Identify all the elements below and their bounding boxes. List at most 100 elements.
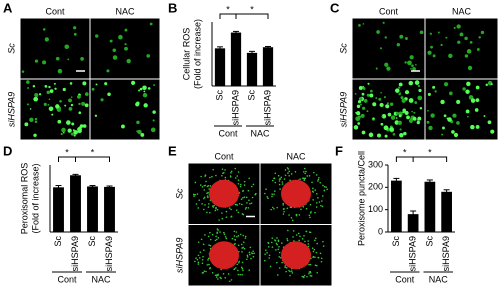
cell-signal (419, 30, 424, 35)
cell-signal (80, 57, 84, 61)
cell-signal (67, 128, 72, 133)
cell-signal (124, 43, 127, 46)
cell-signal (404, 110, 409, 116)
puncta (271, 195, 273, 198)
cell-signal (400, 96, 404, 100)
group-label: NAC (91, 274, 111, 284)
puncta (230, 279, 233, 281)
cell-signal (427, 92, 431, 96)
puncta (206, 192, 208, 195)
puncta (316, 202, 318, 204)
cell-signal (143, 90, 146, 93)
puncta (235, 209, 238, 211)
cell-signal (409, 55, 414, 60)
puncta (277, 240, 280, 243)
y-tick-label: 300 (368, 159, 383, 169)
puncta (270, 241, 273, 244)
puncta (233, 230, 236, 233)
puncta (274, 190, 276, 192)
cell-signal (107, 92, 111, 97)
puncta (250, 202, 253, 204)
puncta (318, 176, 320, 179)
puncta (282, 208, 285, 211)
puncta (281, 242, 283, 244)
cell-signal (389, 127, 394, 132)
bar (104, 186, 115, 232)
cell-signal (136, 101, 140, 106)
cell-signal (432, 54, 436, 58)
cell-signal (386, 66, 391, 71)
cell-signal (395, 88, 400, 93)
puncta (277, 274, 279, 276)
puncta (245, 206, 248, 209)
puncta (314, 211, 316, 214)
cell-signal (34, 120, 38, 124)
puncta (265, 188, 267, 191)
y-axis-label: (Fold of increase) (192, 19, 202, 89)
significance-label: * (250, 4, 254, 14)
puncta (241, 261, 244, 264)
puncta (246, 202, 248, 204)
puncta (284, 265, 286, 267)
cell-signal (137, 129, 142, 135)
puncta (209, 185, 212, 187)
puncta (237, 182, 240, 185)
micrograph (90, 79, 160, 140)
puncta (289, 274, 291, 277)
cell-signal (404, 61, 407, 64)
cell-signal (71, 122, 75, 126)
cell-signal (118, 34, 123, 40)
puncta (204, 175, 206, 177)
cell-signal (124, 28, 128, 32)
row-label: Sc (338, 43, 348, 54)
puncta (285, 270, 287, 273)
puncta (264, 259, 266, 262)
puncta (267, 242, 270, 245)
puncta (207, 259, 209, 261)
cell-signal (387, 112, 392, 117)
puncta (215, 235, 217, 238)
cell-signal (357, 100, 362, 104)
puncta (206, 264, 209, 266)
puncta (221, 212, 223, 214)
puncta (312, 256, 314, 258)
cell-signal (432, 85, 436, 89)
puncta (266, 251, 268, 254)
bar (53, 187, 64, 232)
puncta (252, 255, 255, 258)
puncta (234, 167, 237, 170)
puncta (209, 238, 212, 241)
cell-signal (48, 106, 54, 112)
cell-signal (411, 110, 413, 113)
puncta (203, 249, 205, 252)
cell-signal (445, 36, 448, 39)
bar (87, 186, 98, 232)
puncta (231, 237, 234, 240)
puncta (294, 171, 297, 173)
puncta (303, 274, 306, 277)
cell-signal (466, 81, 471, 87)
puncta (305, 230, 308, 233)
puncta (211, 175, 213, 178)
cell-signal (416, 120, 420, 125)
cell-signal (467, 115, 469, 118)
group-label: NAC (250, 128, 270, 138)
cell-signal (68, 107, 73, 111)
cell-signal (465, 89, 470, 94)
puncta (284, 266, 286, 269)
cell-signal (70, 103, 74, 107)
puncta (204, 204, 206, 206)
cell-signal (139, 87, 143, 91)
cell-signal (27, 87, 30, 89)
cell-signal (356, 104, 361, 109)
cell-signal (412, 116, 417, 121)
cell-signal (112, 48, 117, 53)
cell-signal (82, 124, 87, 128)
cell-signal (363, 98, 368, 103)
puncta (237, 244, 240, 247)
puncta (242, 197, 244, 199)
puncta (315, 174, 318, 176)
puncta (249, 202, 251, 205)
puncta (240, 183, 242, 186)
puncta (201, 203, 203, 205)
